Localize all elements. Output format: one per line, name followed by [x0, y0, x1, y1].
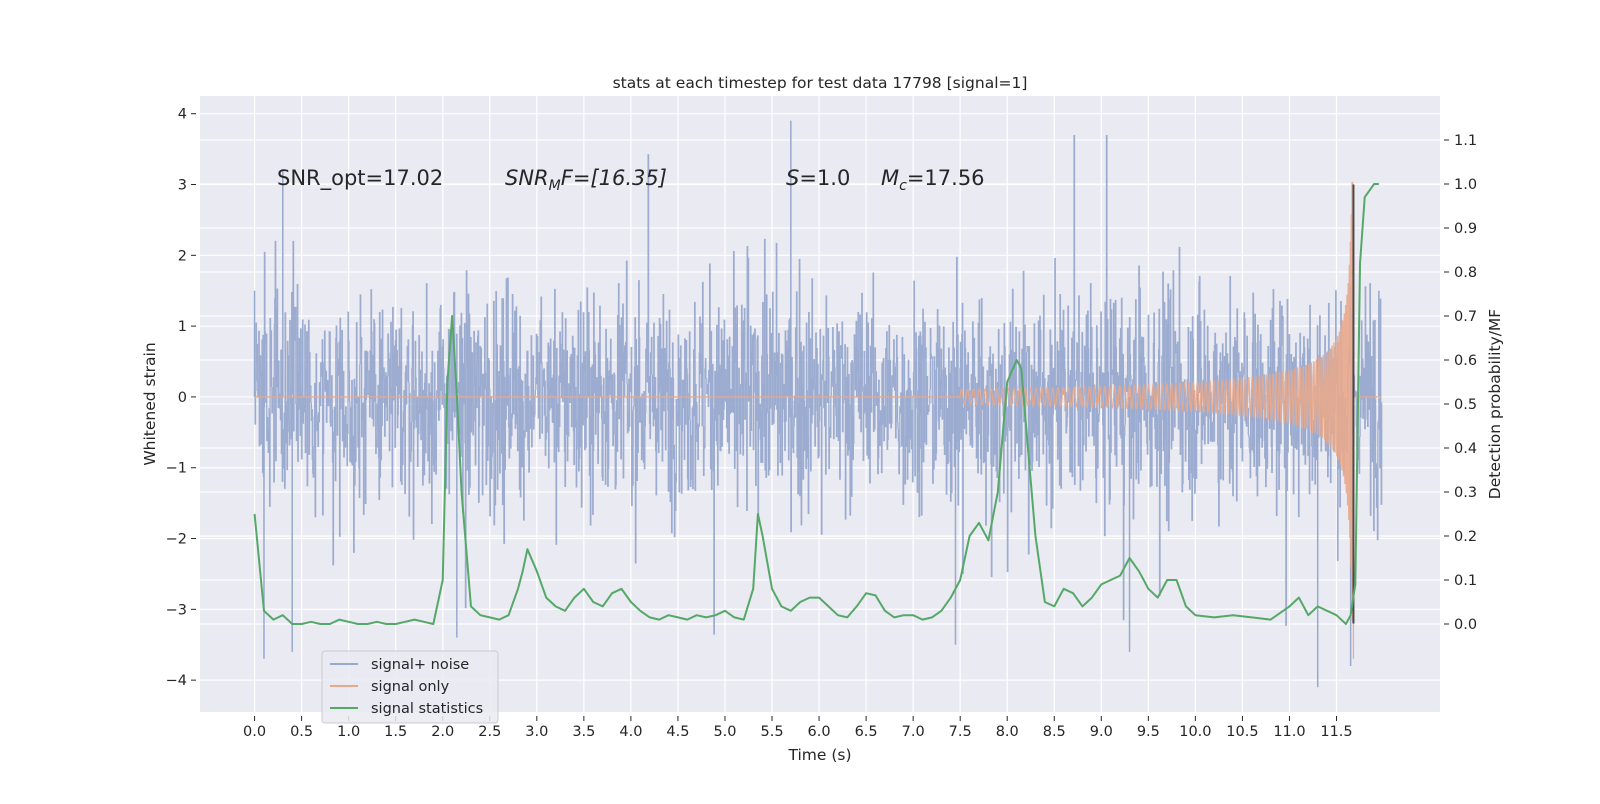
- annotation-mc-label: M: [881, 166, 899, 190]
- x-tick-label: 1.0: [337, 724, 360, 740]
- x-tick-label: 10.5: [1226, 724, 1258, 740]
- x-tick-label: 5.5: [760, 724, 783, 740]
- x-tick-label: 11.5: [1320, 724, 1352, 740]
- x-tick-label: 10.0: [1179, 724, 1211, 740]
- y-axis-left-label: Whitened strain: [141, 342, 159, 465]
- annotation-snr-mf-sub: M: [549, 178, 561, 194]
- y-left-tick-label: −2: [166, 532, 187, 548]
- x-tick-label: 0.0: [243, 724, 266, 740]
- legend-label-signal-only: signal only: [371, 679, 450, 695]
- x-tick-label: 7.0: [902, 724, 925, 740]
- x-tick-label: 5.0: [713, 724, 736, 740]
- y-right-tick-label: 0.9: [1454, 221, 1477, 237]
- y-right-tick-label: 0.5: [1454, 397, 1477, 413]
- signal-only-line: [254, 181, 1382, 659]
- y-left-tick-label: −1: [166, 461, 187, 477]
- y-right-tick-label: 0.0: [1454, 617, 1477, 633]
- legend-box: [321, 650, 499, 724]
- y-right-tick-label: 0.6: [1454, 353, 1477, 369]
- x-tick-label: 6.0: [808, 724, 831, 740]
- annotation-snr-mf-label: SNR: [505, 166, 549, 190]
- y-right-tick-label: 0.8: [1454, 265, 1477, 281]
- x-tick-label: 7.5: [949, 724, 972, 740]
- annotation-snr-opt: SNR_opt=17.02: [277, 166, 443, 191]
- x-tick-label: 8.0: [996, 724, 1019, 740]
- x-tick-label: 11.0: [1273, 724, 1305, 740]
- annotation-s: S=1.0: [786, 166, 850, 190]
- legend: signal+ noise signal only signal statist…: [321, 650, 499, 724]
- x-tick-label: 2.0: [431, 724, 454, 740]
- x-tick-label: 3.0: [525, 724, 548, 740]
- annotation-mc: Mc=17.56: [881, 166, 985, 194]
- y-axis-right-label: Detection probability/MF: [1486, 309, 1504, 500]
- tick-labels: 0.0 0.5 1.0 1.5 2.0 2.5 3.0 3.5 4.0 4.5 5.0 5.5 6.0 6…: [166, 107, 1477, 740]
- annotation-snr-mf: SNRMF=[16.35]: [505, 166, 667, 194]
- y-right-tick-label: 0.7: [1454, 309, 1477, 325]
- x-axis-label: Time (s): [787, 746, 851, 764]
- annotation-s-rest: =1.0: [799, 166, 850, 190]
- annotation-snr-mf-rest: F=[16.35]: [561, 166, 667, 190]
- x-tick-label: 2.5: [478, 724, 501, 740]
- x-tick-label: 8.5: [1043, 724, 1066, 740]
- annotation-mc-sub: c: [899, 178, 907, 194]
- y-left-tick-label: 3: [178, 178, 187, 194]
- y-right-tick-label: 0.3: [1454, 485, 1477, 501]
- y-left-tick-label: 4: [178, 107, 187, 123]
- y-right-tick-label: 1.0: [1454, 177, 1477, 193]
- x-tick-label: 0.5: [290, 724, 313, 740]
- y-right-tick-label: 0.4: [1454, 441, 1477, 457]
- annotation-s-label: S: [786, 166, 799, 190]
- legend-label-signal-noise: signal+ noise: [371, 657, 469, 673]
- y-left-tick-label: 0: [178, 390, 187, 406]
- y-left-tick-label: 2: [178, 248, 187, 264]
- signal-noise-series: [253, 120, 1383, 688]
- y-left-tick-label: 1: [178, 319, 187, 335]
- x-tick-label: 4.0: [619, 724, 642, 740]
- signal-statistics-series: [253, 183, 1379, 625]
- y-right-tick-label: 0.1: [1454, 573, 1477, 589]
- x-tick-label: 9.5: [1137, 724, 1160, 740]
- legend-label-signal-statistics: signal statistics: [371, 701, 483, 717]
- y-left-tick-label: −3: [166, 602, 187, 618]
- x-tick-label: 9.0: [1090, 724, 1113, 740]
- signal-statistics-line: [253, 183, 1379, 625]
- signal-only-series: [254, 181, 1382, 659]
- y-left-tick-label: −4: [166, 673, 187, 689]
- annotation-mc-rest: =17.56: [907, 166, 985, 190]
- x-tick-label: 3.5: [572, 724, 595, 740]
- x-tick-label: 1.5: [384, 724, 407, 740]
- y-right-tick-label: 0.2: [1454, 529, 1477, 545]
- x-tick-label: 4.5: [666, 724, 689, 740]
- y-right-tick-label: 1.1: [1454, 133, 1477, 149]
- chart-title: stats at each timestep for test data 177…: [613, 74, 1028, 92]
- x-tick-label: 6.5: [855, 724, 878, 740]
